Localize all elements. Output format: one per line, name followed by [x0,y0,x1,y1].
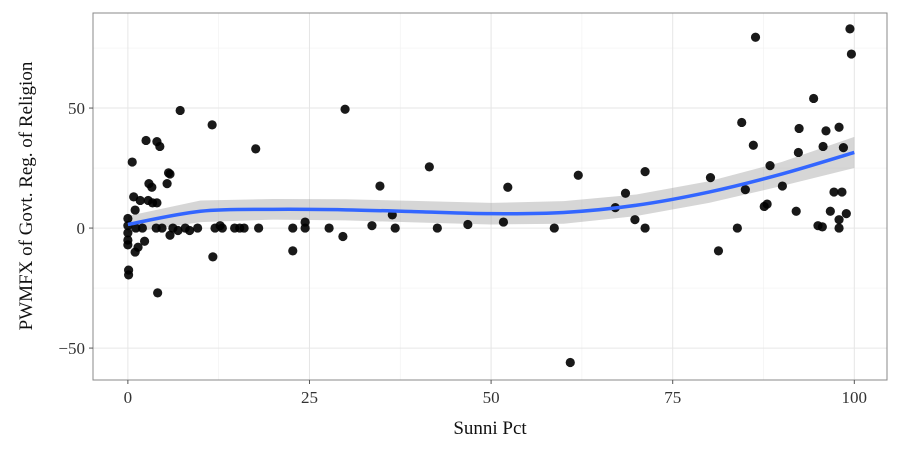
point [838,143,849,153]
point [424,162,434,172]
y-tick-label: −50 [58,339,85,358]
point [793,147,803,158]
point [809,93,819,104]
point [821,126,831,136]
point [818,141,828,152]
point [498,217,509,227]
x-tick-label: 0 [124,388,133,407]
point [157,223,167,233]
point [193,223,203,233]
point [748,140,758,150]
point [127,157,137,167]
point [834,215,844,225]
point [762,199,772,209]
point [162,179,172,189]
point [153,288,163,298]
point [846,49,857,59]
point [185,225,195,236]
point [432,223,442,233]
point [750,32,761,42]
point [834,122,844,132]
point [338,231,348,242]
marks [123,24,857,368]
point [640,167,650,177]
point [463,219,473,230]
point [123,240,133,250]
smooth-line [127,150,855,227]
point [834,223,844,233]
point [340,104,350,114]
point [777,181,787,191]
grid [93,13,887,380]
plot-panel [93,13,887,380]
x-tick-label: 50 [483,388,500,407]
point [817,222,827,232]
point [135,195,145,206]
point [713,246,724,256]
y-tick-label: 0 [77,219,86,238]
point [791,206,801,216]
point [845,24,855,34]
point [147,182,157,192]
point [324,223,334,233]
point [549,223,559,233]
point [375,181,385,191]
y-axis-label: PWMFX of Govt. Reg. of Religion [16,61,37,330]
y-tick-label: 50 [68,99,85,118]
point [165,169,175,179]
x-tick-label: 100 [842,388,868,407]
point [130,205,140,215]
point [165,230,175,240]
point [152,198,162,208]
point [288,223,298,233]
point [367,221,377,231]
point [123,270,134,280]
point [208,252,218,262]
point [123,228,133,238]
point [630,215,640,225]
point [254,223,264,233]
point [141,135,151,146]
x-tick-label: 25 [301,388,318,407]
point [841,209,851,219]
point [794,123,804,134]
plot-border [92,12,888,381]
point [155,141,165,152]
point [139,236,150,246]
point [239,223,249,233]
point [565,357,575,368]
point [829,187,839,197]
point [503,182,513,192]
point [837,187,847,197]
point [131,223,141,233]
point [705,173,716,183]
point [825,206,835,216]
point [123,213,133,224]
point [573,170,583,180]
point [133,242,143,252]
point [620,188,631,198]
x-axis-label: Sunni Pct [453,418,527,439]
point [173,225,183,236]
point [732,223,742,233]
point [175,105,185,116]
x-tick-label: 75 [664,388,681,407]
point [251,144,261,154]
point [390,223,400,233]
point [217,223,227,233]
point [737,117,747,128]
point [137,223,147,233]
point [288,246,298,256]
point [740,185,750,195]
point [765,161,775,171]
point [300,223,310,233]
point [640,223,650,233]
point [207,120,217,130]
